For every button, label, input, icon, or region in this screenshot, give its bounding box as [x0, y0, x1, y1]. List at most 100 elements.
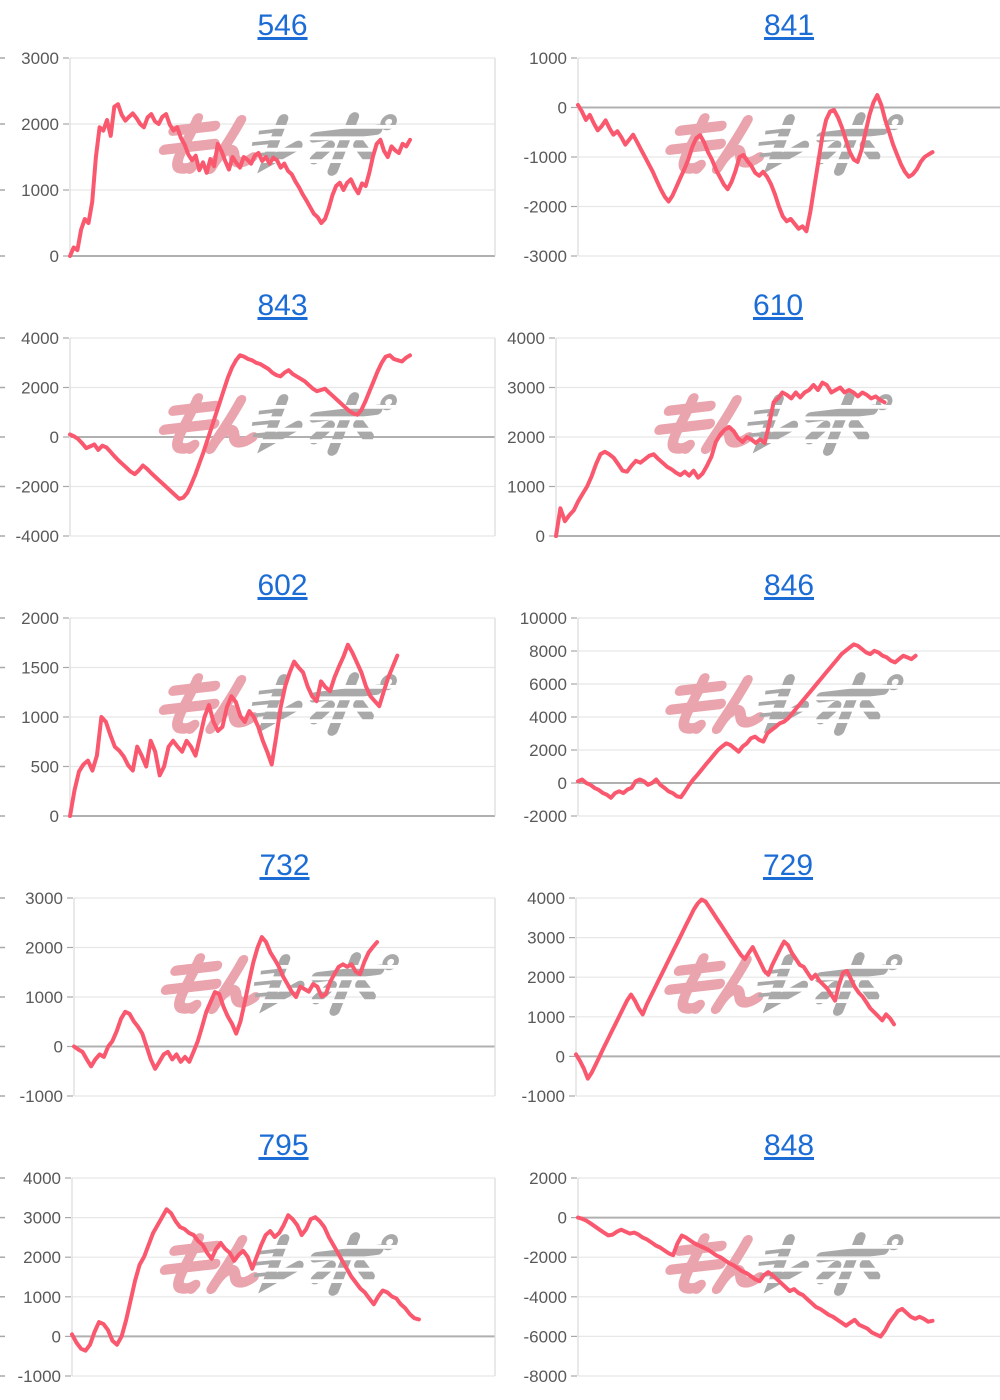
y-axis-label: -1000: [522, 1087, 565, 1106]
chart-card: 546 3000 2000 1000 0: [0, 0, 500, 280]
chart-card: 843 4000 2000 0 -2000 -4000: [0, 280, 500, 560]
chart-card: 846 10000 8000 6000 4000 2000 0 -2000: [500, 560, 1000, 840]
y-axis-label: 1000: [23, 1288, 61, 1307]
y-axis-label: 500: [31, 758, 59, 777]
y-axis-label: 4000: [507, 329, 545, 348]
chart-canvas: 1000 0 -1000 -2000 -3000: [524, 49, 1000, 266]
y-axis-label: 2000: [529, 1169, 567, 1188]
y-axis-label: -1000: [20, 1087, 63, 1106]
chart-canvas: 2000 1500 1000 500 0: [0, 609, 496, 826]
y-axis-label: 1000: [21, 708, 59, 727]
chart-card: 841 1000 0 -1000 -2000 -3000: [500, 0, 1000, 280]
chart-card: 602 2000 1500 1000 500 0: [0, 560, 500, 840]
watermark-logo: [654, 392, 893, 456]
y-axis-label: 2000: [527, 968, 565, 987]
y-axis-label: 0: [54, 1038, 63, 1057]
y-axis-label: -2000: [524, 807, 567, 826]
series-line: [576, 1215, 935, 1339]
watermark-logo: [159, 1232, 398, 1296]
y-axis-label: 1000: [507, 478, 545, 497]
y-axis-label: 0: [50, 428, 59, 447]
y-axis-label: 2000: [23, 1248, 61, 1267]
series-line: [574, 897, 896, 1081]
chart-title-link[interactable]: 610: [752, 289, 804, 322]
y-axis-label: 0: [52, 1327, 61, 1346]
y-axis-label: 1000: [529, 49, 567, 68]
series-line: [576, 642, 918, 800]
chart-canvas: 3000 2000 1000 0: [0, 49, 496, 266]
y-axis-label: -1000: [18, 1367, 61, 1386]
y-axis-label: -4000: [16, 527, 59, 546]
y-axis-label: 3000: [527, 929, 565, 948]
chart-canvas: 4000 3000 2000 1000 0 -1000: [0, 1169, 496, 1386]
series-line: [68, 353, 412, 501]
y-axis-label: 10000: [520, 609, 567, 628]
watermark-logo: [664, 952, 903, 1016]
y-axis-label: 0: [558, 99, 567, 118]
y-axis-label: 4000: [529, 708, 567, 727]
y-axis-label: 0: [536, 527, 545, 546]
y-axis-label: 4000: [23, 1169, 61, 1188]
chart-title-link[interactable]: 729: [762, 849, 814, 882]
chart-card: 610 4000 3000 2000 1000 0: [500, 280, 1000, 560]
y-axis-label: 3000: [21, 49, 59, 68]
y-axis-label: 6000: [529, 675, 567, 694]
y-axis-label: 2000: [507, 428, 545, 447]
y-axis-label: 2000: [529, 741, 567, 760]
y-axis-label: 2000: [21, 115, 59, 134]
y-axis-label: 0: [558, 774, 567, 793]
y-axis-label: 3000: [25, 889, 63, 908]
chart-card: 729 4000 3000 2000 1000 0 -1000: [500, 840, 1000, 1120]
y-axis-label: -8000: [524, 1367, 567, 1386]
chart-title-link[interactable]: 546: [257, 9, 308, 42]
series-line: [68, 642, 400, 818]
y-axis-label: 4000: [527, 889, 565, 908]
y-axis-label: -6000: [524, 1327, 567, 1346]
series-line: [554, 380, 887, 538]
y-axis-label: 2000: [21, 379, 59, 398]
y-axis-label: 0: [50, 807, 59, 826]
chart-title-link[interactable]: 848: [763, 1129, 815, 1162]
chart-canvas: 2000 0 -2000 -4000 -6000 -8000: [524, 1169, 1000, 1386]
chart-title-link[interactable]: 846: [763, 569, 815, 602]
y-axis-label: 2000: [25, 939, 63, 958]
chart-title-link[interactable]: 843: [257, 289, 308, 322]
watermark-logo: [665, 1232, 904, 1296]
y-axis-label: -1000: [524, 148, 567, 167]
watermark-logo: [158, 112, 397, 176]
chart-card: 795 4000 3000 2000 1000 0 -1000: [0, 1120, 500, 1400]
y-axis-label: 1000: [527, 1008, 565, 1027]
series-line: [70, 1207, 421, 1353]
y-axis-label: -2000: [16, 478, 59, 497]
y-axis-label: -3000: [524, 247, 567, 266]
watermark-logo: [158, 392, 397, 456]
y-axis-label: -4000: [524, 1288, 567, 1307]
series-line: [68, 102, 412, 258]
chart-canvas: 4000 3000 2000 1000 0: [507, 329, 1000, 546]
watermark-logo: [665, 112, 904, 176]
y-axis-label: 0: [50, 247, 59, 266]
chart-canvas: 4000 3000 2000 1000 0 -1000: [522, 889, 1000, 1106]
chart-card: 848 2000 0 -2000 -4000 -6000 -8000: [500, 1120, 1000, 1400]
chart-title-link[interactable]: 841: [763, 9, 815, 42]
y-axis-label: 8000: [529, 642, 567, 661]
chart-title-link[interactable]: 602: [257, 569, 308, 602]
chart-canvas: 10000 8000 6000 4000 2000 0 -2000: [520, 609, 1000, 826]
chart-canvas: 4000 2000 0 -2000 -4000: [0, 329, 496, 546]
series-line: [576, 93, 935, 234]
y-axis-label: 2000: [21, 609, 59, 628]
y-axis-label: 3000: [23, 1209, 61, 1228]
series-line: [72, 935, 380, 1071]
y-axis-label: 1000: [25, 988, 63, 1007]
y-axis-label: 4000: [21, 329, 59, 348]
y-axis-label: 3000: [507, 379, 545, 398]
chart-title-link[interactable]: 795: [258, 1129, 309, 1162]
y-axis-label: 1000: [21, 181, 59, 200]
y-axis-label: -2000: [524, 1248, 567, 1267]
chart-canvas: 3000 2000 1000 0 -1000: [0, 889, 496, 1106]
y-axis-label: 0: [556, 1047, 565, 1066]
chart-title-link[interactable]: 732: [259, 849, 310, 882]
y-axis-label: 0: [558, 1209, 567, 1228]
y-axis-label: 1500: [21, 659, 59, 678]
